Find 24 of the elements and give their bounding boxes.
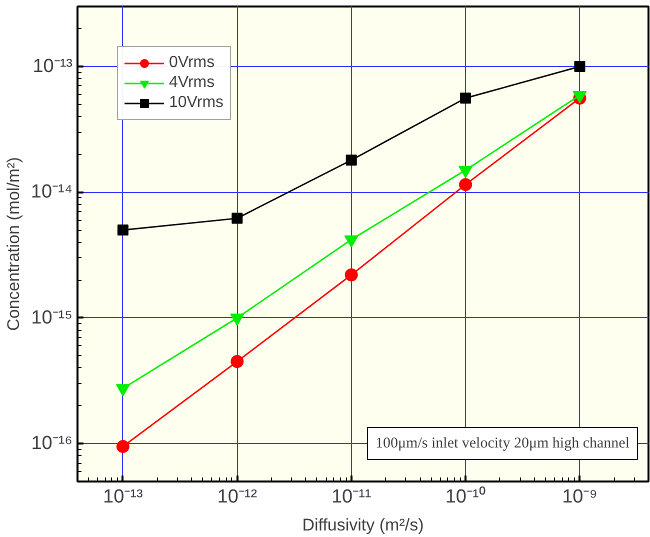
- legend-label: 0Vrms: [169, 54, 215, 72]
- x-axis-title: Diffusivity (m²/s): [302, 516, 424, 534]
- x-tick-label: 10⁻⁹: [562, 486, 598, 508]
- legend-label: 10Vrms: [169, 94, 224, 112]
- point: [344, 268, 358, 282]
- y-tick-label: 10⁻¹⁵: [31, 307, 73, 328]
- point: [232, 212, 243, 224]
- x-tick-label: 10⁻¹⁰: [445, 486, 486, 508]
- x-tick-label: 10⁻¹¹: [331, 486, 372, 508]
- point: [117, 224, 128, 236]
- point: [459, 178, 472, 192]
- annotation: 100μm/s inlet velocity 20μm high channel: [376, 436, 630, 452]
- point: [574, 60, 586, 72]
- point: [346, 154, 357, 166]
- y-tick-label: 10⁻¹⁶: [31, 433, 73, 454]
- y-tick-label: 10⁻¹⁴: [30, 182, 72, 203]
- y-axis-title: Concentration (mol/m²): [4, 157, 23, 331]
- point: [116, 440, 130, 453]
- y-tick-label: 10⁻¹³: [32, 56, 73, 77]
- x-tick-label: 10⁻¹²: [217, 486, 258, 508]
- legend-label: 4Vrms: [169, 74, 215, 92]
- x-tick-label: 10⁻¹³: [103, 486, 143, 508]
- point: [230, 355, 244, 368]
- point: [460, 92, 472, 104]
